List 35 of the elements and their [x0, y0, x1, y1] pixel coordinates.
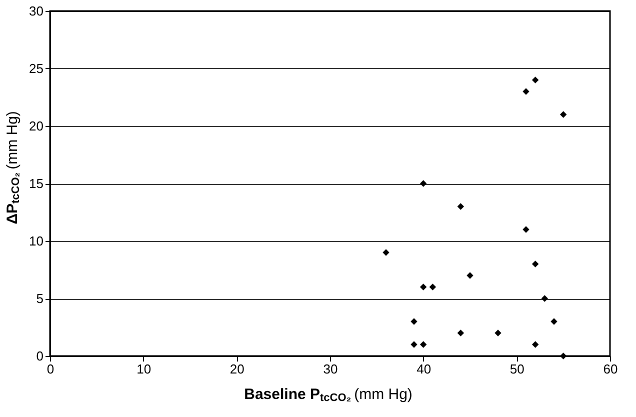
point — [429, 284, 436, 290]
x-tick-label: 60 — [603, 362, 618, 376]
point — [532, 76, 539, 84]
y-tick-label: 20 — [29, 118, 44, 134]
y-tick-label: 0 — [36, 348, 44, 364]
point — [420, 284, 427, 290]
x-tick-label: 40 — [416, 362, 432, 376]
y-tick-label: 30 — [29, 4, 44, 18]
x-tick-label: 20 — [230, 362, 244, 376]
point — [522, 226, 530, 233]
point — [522, 88, 530, 95]
x-tick-label: 50 — [510, 362, 524, 376]
point — [457, 203, 464, 210]
y-tick-label: 25 — [29, 61, 44, 76]
y-tick-label: 5 — [36, 291, 44, 306]
point — [382, 249, 390, 256]
point — [457, 330, 464, 336]
point — [541, 295, 548, 302]
point — [532, 341, 539, 348]
point — [410, 341, 418, 348]
point — [494, 330, 502, 336]
point — [560, 352, 567, 360]
y-tick-label: 10 — [29, 234, 44, 248]
point — [466, 272, 474, 279]
point — [550, 318, 558, 325]
point — [420, 180, 427, 187]
y-tick-label: 15 — [29, 176, 44, 191]
point — [410, 318, 418, 325]
point — [420, 341, 427, 348]
point — [560, 111, 567, 118]
y-axis-title: ΔPtcCO₂ (mm Hg) — [4, 111, 22, 224]
x-tick-label: 0 — [46, 362, 54, 376]
x-tick-label: 10 — [136, 362, 152, 376]
x-tick-label: 30 — [323, 362, 338, 376]
point — [532, 260, 539, 268]
